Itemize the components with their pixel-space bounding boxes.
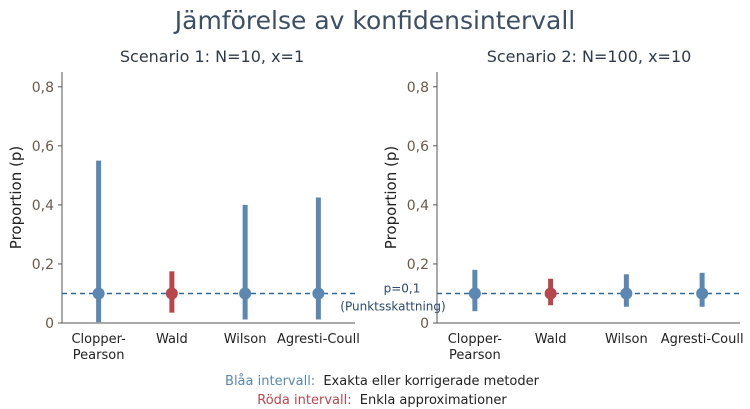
point-estimate	[239, 287, 252, 300]
x-tick-label: Wald	[156, 332, 188, 347]
y-tick-label: 0,2	[407, 257, 429, 273]
reference-label: p=0,1	[384, 281, 421, 295]
reference-sublabel: (Punktsskattning)	[340, 299, 445, 313]
y-axis-label: Proportion (p)	[7, 146, 25, 249]
panel-scenario-1: Scenario 1: N=10, x=1 0 0,2 0,4 0,6 0,8 Propor…	[7, 47, 446, 363]
legend-blue-text: Exakta eller korrigerade metoder	[323, 374, 539, 389]
legend-red-label: Röda intervall:	[257, 393, 351, 408]
legend-red: Röda intervall: Enkla approximationer	[257, 393, 507, 408]
panel-title: Scenario 1: N=10, x=1	[120, 47, 304, 66]
y-tick-label: 0,4	[32, 198, 54, 214]
y-tick-label: 0,4	[407, 198, 429, 214]
point-estimate	[165, 287, 178, 300]
legend-blue-label: Blåa intervall:	[225, 374, 315, 389]
point-estimate	[544, 287, 557, 300]
y-tick-label: 0,2	[32, 257, 54, 273]
point-estimate	[620, 287, 633, 300]
point-estimate	[696, 287, 709, 300]
y-tick-label: 0,8	[407, 80, 429, 96]
y-tick-label: 0,6	[407, 139, 429, 155]
x-tick-label: Clopper-Pearson	[71, 332, 126, 363]
x-tick-label: Clopper-Pearson	[448, 332, 503, 363]
y-tick-label: 0,8	[32, 80, 54, 96]
point-estimate	[468, 287, 481, 300]
x-tick-label: Agresti-Coull	[277, 332, 360, 347]
point-estimate	[312, 287, 325, 300]
panel-scenario-2: Scenario 2: N=100, x=10 0 0,2 0,4 0,6 0,8 Prop…	[382, 47, 744, 363]
x-tick-label: Agresti-Coull	[661, 332, 744, 347]
y-axis-label: Proportion (p)	[382, 146, 400, 249]
x-tick-label: Wilson	[605, 332, 648, 347]
x-tick-label: Wilson	[224, 332, 267, 347]
y-tick-label: 0,6	[32, 139, 54, 155]
panel-title: Scenario 2: N=100, x=10	[487, 47, 692, 66]
chart-title: Jämförelse av konfidensintervall	[173, 6, 575, 35]
legend-red-text: Enkla approximationer	[360, 393, 508, 408]
x-tick-label: Wald	[535, 332, 567, 347]
point-estimate	[92, 287, 105, 300]
legend-blue: Blåa intervall: Exakta eller korrigerade…	[225, 374, 540, 389]
y-tick-label: 0	[420, 316, 429, 332]
y-tick-label: 0	[45, 316, 54, 332]
